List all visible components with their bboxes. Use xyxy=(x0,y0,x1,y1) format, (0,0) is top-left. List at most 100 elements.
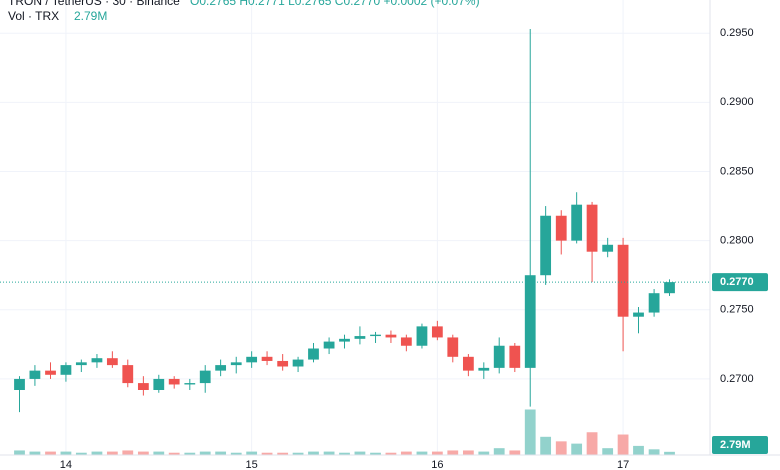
x-tick-label: 14 xyxy=(60,459,72,470)
x-tick-label: 16 xyxy=(431,459,443,470)
volume-bar xyxy=(524,409,536,455)
candle-body xyxy=(292,359,304,367)
volume-bar xyxy=(462,450,474,455)
volume-badge xyxy=(712,436,768,454)
volume-bar xyxy=(354,451,366,455)
volume-bar xyxy=(199,451,211,455)
volume-pane xyxy=(14,409,675,455)
candle-body xyxy=(555,215,567,241)
volume-bar xyxy=(122,450,134,455)
candle-body xyxy=(524,275,536,368)
volume-bar xyxy=(14,450,25,455)
volume-bar xyxy=(633,445,644,455)
candle-body xyxy=(354,336,366,339)
candle-body xyxy=(586,204,598,252)
candle-body xyxy=(385,334,397,338)
candle-body xyxy=(308,348,319,360)
candle-body xyxy=(137,383,149,390)
volume-bar xyxy=(308,451,319,455)
ohlc-text: O0.2765 H0.2771 L0.2765 C0.2770 +0.0002 … xyxy=(190,0,480,8)
candle-body xyxy=(45,370,56,375)
x-tick-label: 17 xyxy=(617,459,629,470)
volume-bar xyxy=(602,448,614,455)
volume-bar xyxy=(323,451,335,455)
volume-header-value: 2.79M xyxy=(74,9,107,23)
candle-body xyxy=(447,337,459,357)
x-tick-label: 15 xyxy=(246,459,258,470)
candle-body xyxy=(215,365,227,371)
volume-bar xyxy=(339,452,350,455)
volume-bar xyxy=(215,451,227,455)
volume-bar xyxy=(75,452,87,455)
volume-bar xyxy=(540,436,552,455)
volume-bar xyxy=(509,450,521,455)
volume-bar xyxy=(277,452,289,455)
volume-bar xyxy=(571,443,583,455)
volume-label: 2.79M xyxy=(720,439,751,451)
candle-body xyxy=(261,356,273,361)
candle-body xyxy=(400,337,412,346)
candle-body xyxy=(122,365,134,384)
symbol-title: TRON / TetherUS · 30 · Binance xyxy=(8,0,180,8)
volume-bar xyxy=(478,451,490,455)
candle-body xyxy=(431,326,443,338)
candle-body xyxy=(230,362,242,366)
volume-bar xyxy=(60,451,72,455)
y-tick-label: 0.2700 xyxy=(720,373,754,385)
volume-bar xyxy=(385,452,397,455)
candle-body xyxy=(509,345,521,368)
candle-body xyxy=(493,345,505,368)
candle-body xyxy=(246,356,258,363)
candle-body xyxy=(602,244,614,252)
volume-bar xyxy=(137,451,149,455)
volume-bar xyxy=(91,451,103,455)
candle-body xyxy=(199,370,211,384)
volume-bar xyxy=(555,441,567,455)
volume-title: Vol · TRX xyxy=(8,9,59,23)
candle-body xyxy=(14,378,25,390)
volume-bar xyxy=(431,451,443,455)
volume-bar xyxy=(400,451,412,455)
grid xyxy=(0,0,710,455)
candle-body xyxy=(106,358,118,366)
axes: 0.2950 0.2900 0.2850 0.2800 0.2750 0.2700 14 15… xyxy=(60,27,768,470)
candle-body xyxy=(184,383,196,385)
volume-bar xyxy=(106,451,118,455)
volume-bar xyxy=(493,448,505,455)
y-tick-label: 0.2750 xyxy=(720,304,754,316)
candle-body xyxy=(664,282,675,294)
volume-bar xyxy=(586,432,598,455)
candle-body xyxy=(462,356,474,371)
candle-body xyxy=(75,362,87,366)
candle-body xyxy=(617,244,629,317)
volume-bar xyxy=(153,451,165,455)
candle-body xyxy=(648,293,660,313)
volume-bar xyxy=(29,451,41,455)
volume-bar xyxy=(168,452,180,455)
volume-bar xyxy=(416,451,428,455)
volume-bar xyxy=(447,450,459,455)
candle-body xyxy=(323,341,335,349)
volume-bar xyxy=(664,451,675,455)
volume-bar xyxy=(246,451,258,455)
volume-bar xyxy=(648,449,660,455)
candle-body xyxy=(339,338,350,342)
volume-bar xyxy=(292,452,304,455)
last-price-badge xyxy=(712,273,768,292)
candle-body xyxy=(540,215,552,276)
volume-bar xyxy=(230,452,242,455)
candle-body xyxy=(29,370,41,379)
candle-body xyxy=(153,378,165,390)
candle-body xyxy=(633,312,644,317)
y-tick-label: 0.2900 xyxy=(720,96,754,108)
volume-bar xyxy=(261,452,273,455)
candle-body xyxy=(168,378,180,385)
candle-body xyxy=(277,360,289,367)
y-tick-label: 0.2850 xyxy=(720,165,754,177)
y-tick-label: 0.2950 xyxy=(720,27,754,39)
volume-bar xyxy=(370,452,381,455)
candle-body xyxy=(478,367,490,371)
volume-bar xyxy=(617,434,629,455)
volume-bar xyxy=(184,452,196,455)
